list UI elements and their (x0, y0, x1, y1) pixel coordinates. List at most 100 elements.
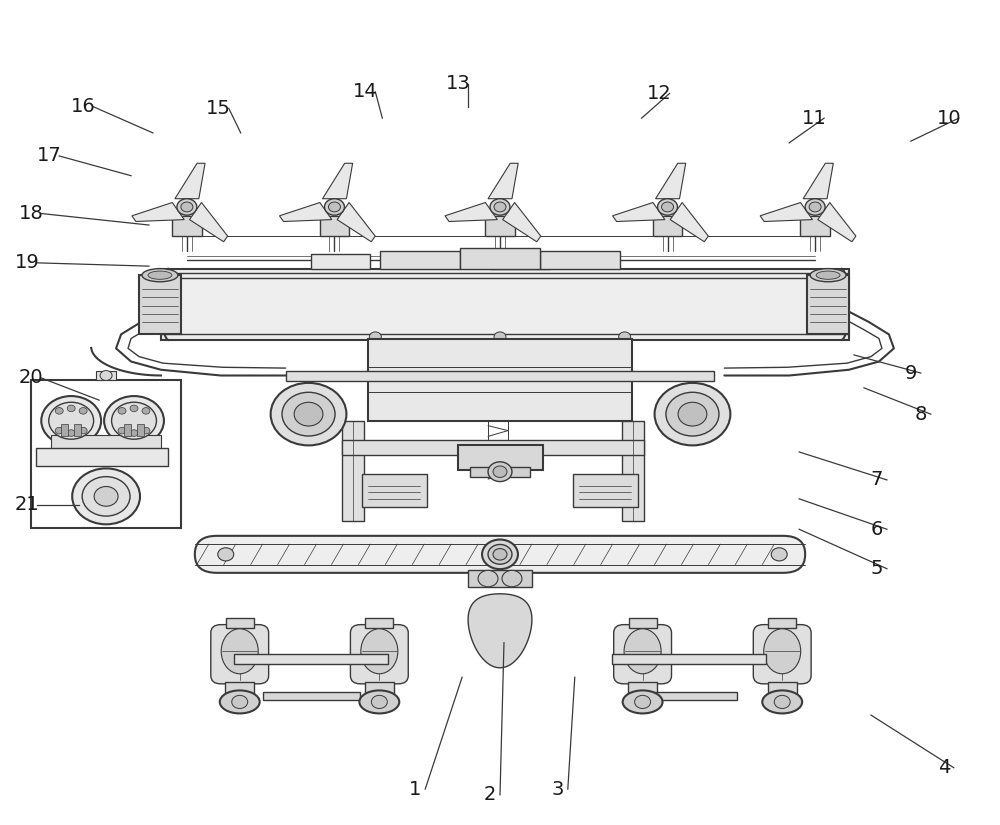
Bar (622, 421, 644, 521)
Bar (326, 208, 342, 216)
Bar (653, 215, 682, 236)
Text: 19: 19 (15, 253, 40, 272)
Polygon shape (279, 202, 332, 221)
Text: 4: 4 (938, 758, 950, 777)
Bar (229, 628, 251, 684)
Circle shape (805, 199, 825, 215)
Bar (36, 448, 168, 466)
Circle shape (142, 427, 150, 434)
Circle shape (655, 383, 730, 446)
Ellipse shape (359, 691, 399, 714)
FancyBboxPatch shape (350, 625, 408, 684)
Bar (225, 682, 254, 700)
Circle shape (619, 332, 631, 342)
Circle shape (104, 396, 164, 446)
Circle shape (635, 695, 651, 709)
Bar (263, 692, 360, 700)
Circle shape (94, 487, 118, 507)
Bar (632, 628, 654, 684)
Circle shape (494, 202, 506, 212)
Polygon shape (613, 202, 665, 221)
Circle shape (371, 695, 387, 709)
Bar (800, 215, 830, 236)
Bar (342, 421, 364, 521)
Bar (51, 435, 161, 450)
Circle shape (493, 549, 507, 560)
Text: 20: 20 (19, 369, 44, 388)
Polygon shape (468, 594, 532, 667)
Bar (470, 467, 530, 477)
Circle shape (809, 202, 821, 212)
Polygon shape (322, 163, 353, 199)
Bar (286, 371, 714, 381)
Circle shape (294, 403, 323, 426)
Circle shape (130, 405, 138, 412)
Text: 5: 5 (871, 559, 883, 578)
Bar (342, 441, 644, 455)
Bar (460, 248, 540, 269)
Polygon shape (337, 202, 375, 242)
Circle shape (488, 544, 512, 564)
Bar (640, 692, 737, 700)
Ellipse shape (142, 269, 178, 282)
Bar (365, 618, 393, 628)
Text: 17: 17 (37, 147, 62, 166)
Bar (368, 628, 390, 684)
FancyBboxPatch shape (614, 625, 672, 684)
Text: 15: 15 (206, 99, 231, 118)
Text: 1: 1 (409, 780, 421, 799)
Circle shape (658, 199, 678, 215)
Ellipse shape (220, 691, 260, 714)
Bar (492, 208, 508, 216)
Circle shape (662, 202, 674, 212)
Bar (96, 371, 116, 380)
Text: 14: 14 (353, 82, 378, 101)
Circle shape (49, 403, 94, 439)
Text: 2: 2 (484, 785, 496, 804)
Bar (74, 424, 81, 436)
Text: 9: 9 (905, 364, 917, 383)
Bar (286, 406, 310, 422)
Ellipse shape (361, 629, 398, 674)
Bar (368, 338, 632, 421)
Circle shape (282, 392, 335, 436)
Bar (485, 215, 515, 236)
Circle shape (271, 383, 346, 446)
Bar (490, 254, 550, 269)
Circle shape (774, 695, 790, 709)
Circle shape (177, 199, 197, 215)
Ellipse shape (148, 271, 172, 280)
Text: 11: 11 (802, 109, 826, 128)
Ellipse shape (624, 629, 661, 674)
Bar (179, 208, 195, 216)
Text: 10: 10 (936, 109, 961, 128)
Polygon shape (803, 163, 833, 199)
Ellipse shape (623, 691, 663, 714)
Bar (139, 276, 181, 334)
Polygon shape (670, 202, 708, 242)
Polygon shape (503, 202, 541, 242)
Polygon shape (190, 202, 228, 242)
Polygon shape (656, 163, 686, 199)
Circle shape (142, 408, 150, 414)
Bar (691, 406, 715, 422)
Ellipse shape (816, 271, 840, 280)
Polygon shape (132, 202, 184, 221)
Text: 21: 21 (15, 495, 40, 514)
Text: 18: 18 (19, 204, 44, 223)
Bar (172, 215, 202, 236)
Circle shape (79, 427, 87, 434)
Circle shape (67, 430, 75, 436)
Circle shape (118, 408, 126, 414)
Bar (31, 380, 181, 528)
Text: 3: 3 (552, 780, 564, 799)
Bar (573, 474, 638, 507)
Circle shape (369, 332, 381, 342)
Bar (629, 618, 657, 628)
Bar (768, 682, 797, 700)
Polygon shape (175, 163, 205, 199)
Circle shape (502, 570, 522, 587)
Ellipse shape (762, 691, 802, 714)
Circle shape (324, 199, 344, 215)
Circle shape (118, 427, 126, 434)
